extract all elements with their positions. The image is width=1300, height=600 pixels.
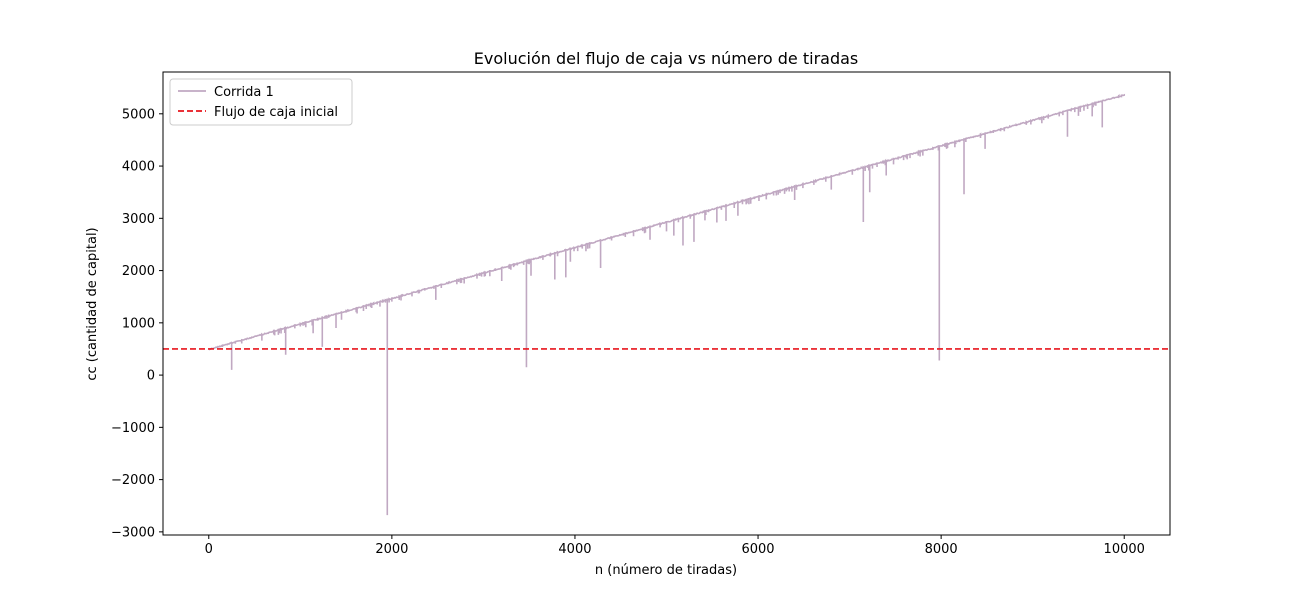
series-line-corrida-1	[208, 93, 1126, 516]
y-tick-label: −1000	[111, 421, 155, 436]
x-tick-label: 8000	[925, 542, 958, 557]
legend-label-flujo-inicial: Flujo de caja inicial	[214, 105, 338, 120]
y-axis: −3000 −2000 −1000 0 1000 2000 3000 4000 5000	[111, 107, 163, 540]
chart-title: Evolución del flujo de caja vs número de…	[474, 49, 859, 68]
x-tick-label: 2000	[375, 542, 408, 557]
y-tick-label: 0	[147, 369, 155, 384]
y-tick-label: −3000	[111, 525, 155, 540]
y-tick-label: 5000	[122, 107, 155, 122]
x-tick-label: 6000	[741, 542, 774, 557]
y-tick-label: −2000	[111, 473, 155, 488]
legend-box	[169, 78, 353, 126]
x-tick-label: 4000	[558, 542, 591, 557]
y-tick-label: 3000	[122, 212, 155, 227]
x-tick-label: 0	[205, 542, 213, 557]
y-tick-label: 4000	[122, 160, 155, 175]
y-axis-title: cc (cantidad de capital)	[85, 227, 100, 380]
x-tick-label: 10000	[1104, 542, 1145, 557]
plot-frame	[162, 71, 1171, 536]
x-axis-title: n (número de tiradas)	[595, 563, 737, 578]
y-tick-label: 2000	[122, 264, 155, 279]
y-tick-label: 1000	[122, 316, 155, 331]
x-axis: 0 2000 4000 6000 8000 10000	[205, 535, 1145, 557]
legend: Corrida 1 Flujo de caja inicial	[169, 78, 353, 126]
legend-label-corrida-1: Corrida 1	[214, 85, 274, 100]
series-layer	[163, 93, 1170, 516]
